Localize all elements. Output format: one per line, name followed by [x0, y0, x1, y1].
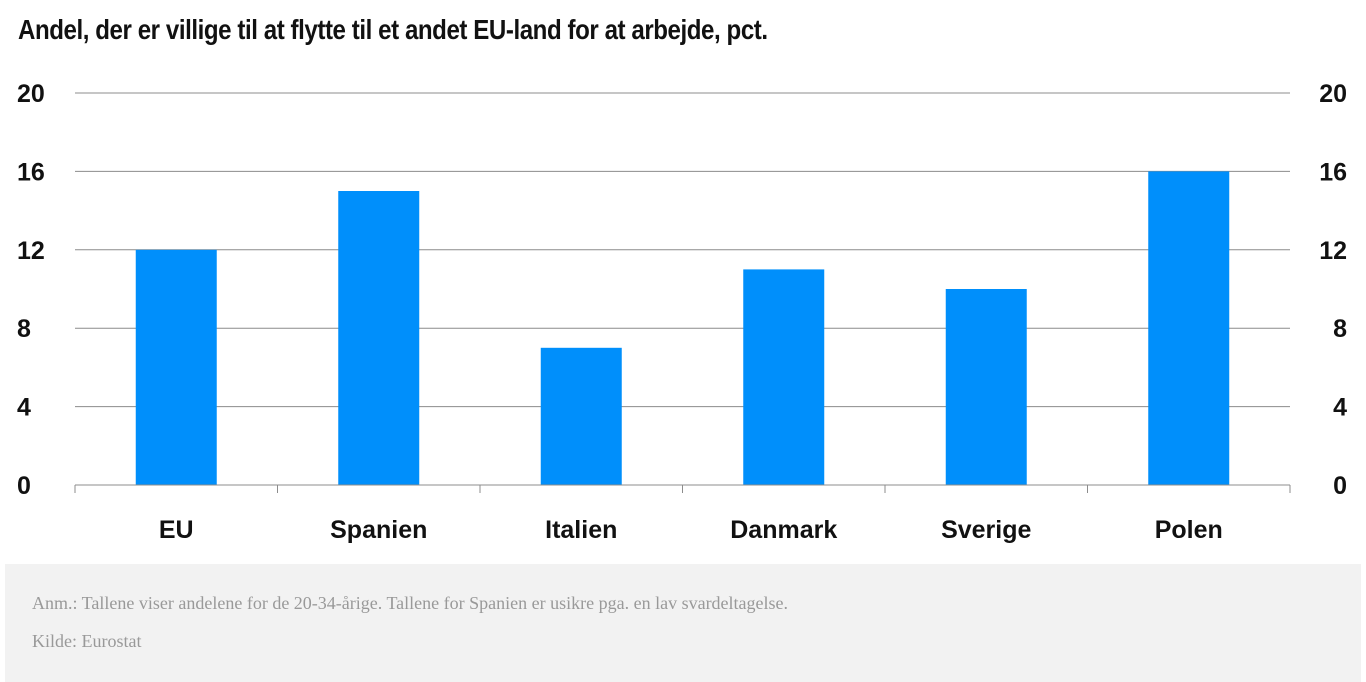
- x-tick-label: Polen: [1155, 516, 1223, 544]
- y-tick-label-right: 8: [1333, 315, 1347, 343]
- gridlines: [75, 92, 1290, 408]
- x-tick-label: Danmark: [730, 516, 837, 544]
- y-axis-right: 0 4 8 12 16 20: [1319, 80, 1347, 500]
- x-tick-label: EU: [159, 516, 194, 544]
- bar-spanien: [338, 191, 420, 485]
- x-tick-label: Sverige: [941, 516, 1031, 544]
- bar-sverige: [945, 289, 1027, 485]
- bar-eu: [135, 249, 217, 485]
- bar-chart: 0 4 8 12 16 20 0 4 8 12 16 20 EU Spanien Italien Danm…: [17, 80, 1347, 544]
- source-text: Kilde: Eurostat: [32, 631, 142, 651]
- y-tick-label-right: 16: [1319, 158, 1347, 186]
- y-tick-label-left: 8: [17, 315, 31, 343]
- y-tick-label-left: 16: [17, 158, 45, 186]
- x-tick-label: Italien: [545, 516, 617, 544]
- y-tick-label-right: 20: [1319, 80, 1347, 108]
- y-tick-label-left: 12: [17, 237, 45, 265]
- bar-polen: [1148, 171, 1230, 485]
- chart-title: Andel, der er villige til at flytte til …: [18, 14, 768, 45]
- x-tick-label: Spanien: [330, 516, 427, 544]
- y-tick-label-right: 12: [1319, 237, 1347, 265]
- y-tick-label-left: 0: [17, 472, 31, 500]
- note-text: Anm.: Tallene viser andelene for de 20-3…: [32, 593, 789, 613]
- y-tick-label-left: 20: [17, 80, 45, 108]
- bar-italien: [540, 347, 622, 485]
- notes-panel: Anm.: Tallene viser andelene for de 20-3…: [5, 564, 1361, 682]
- x-axis-labels: EU Spanien Italien Danmark Sverige Polen: [159, 516, 1223, 544]
- y-tick-label-right: 4: [1333, 394, 1347, 422]
- bar-danmark: [743, 269, 825, 485]
- x-axis: [74, 484, 1291, 493]
- bars: [135, 171, 1230, 485]
- y-tick-label-right: 0: [1333, 472, 1347, 500]
- y-tick-label-left: 4: [17, 394, 31, 422]
- y-axis-left: 0 4 8 12 16 20: [17, 80, 45, 500]
